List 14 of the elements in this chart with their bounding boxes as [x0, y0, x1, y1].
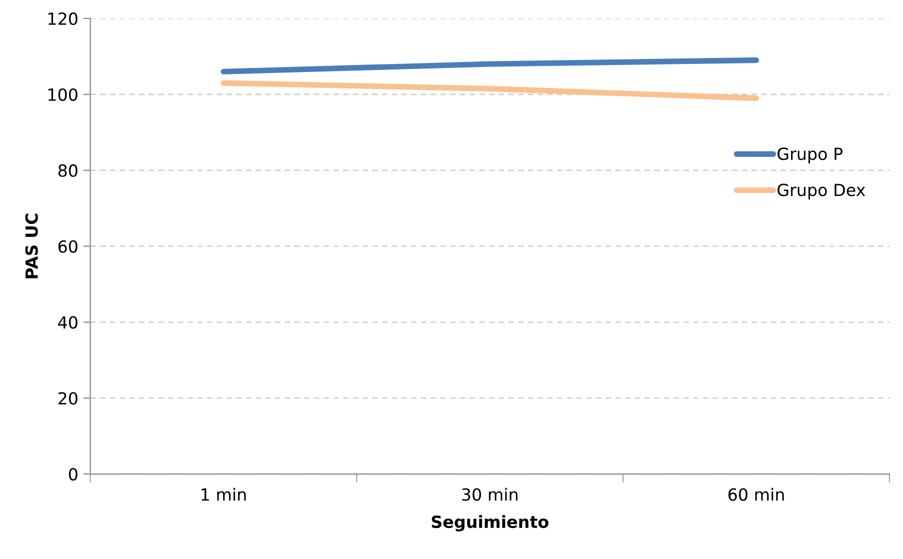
x-tick-label: 60 min — [728, 488, 784, 501]
y-tick-label: 80 — [58, 164, 78, 177]
y-tick-label: 120 — [48, 12, 78, 26]
x-axis-title: Seguimiento — [432, 515, 548, 532]
y-axis-title: PAS UC — [25, 214, 38, 278]
y-tick-label: 40 — [58, 316, 78, 329]
y-tick-label: 20 — [58, 392, 78, 405]
y-tick-label: 100 — [48, 88, 78, 101]
x-tick-label: 1 min — [202, 488, 246, 501]
x-tick-label: 30 min — [462, 488, 518, 501]
y-tick-label: 60 — [58, 240, 78, 253]
legend-label: Grupo Dex — [778, 184, 866, 200]
y-tick-label: 0 — [68, 468, 78, 481]
legend-label: Grupo P — [778, 148, 843, 164]
